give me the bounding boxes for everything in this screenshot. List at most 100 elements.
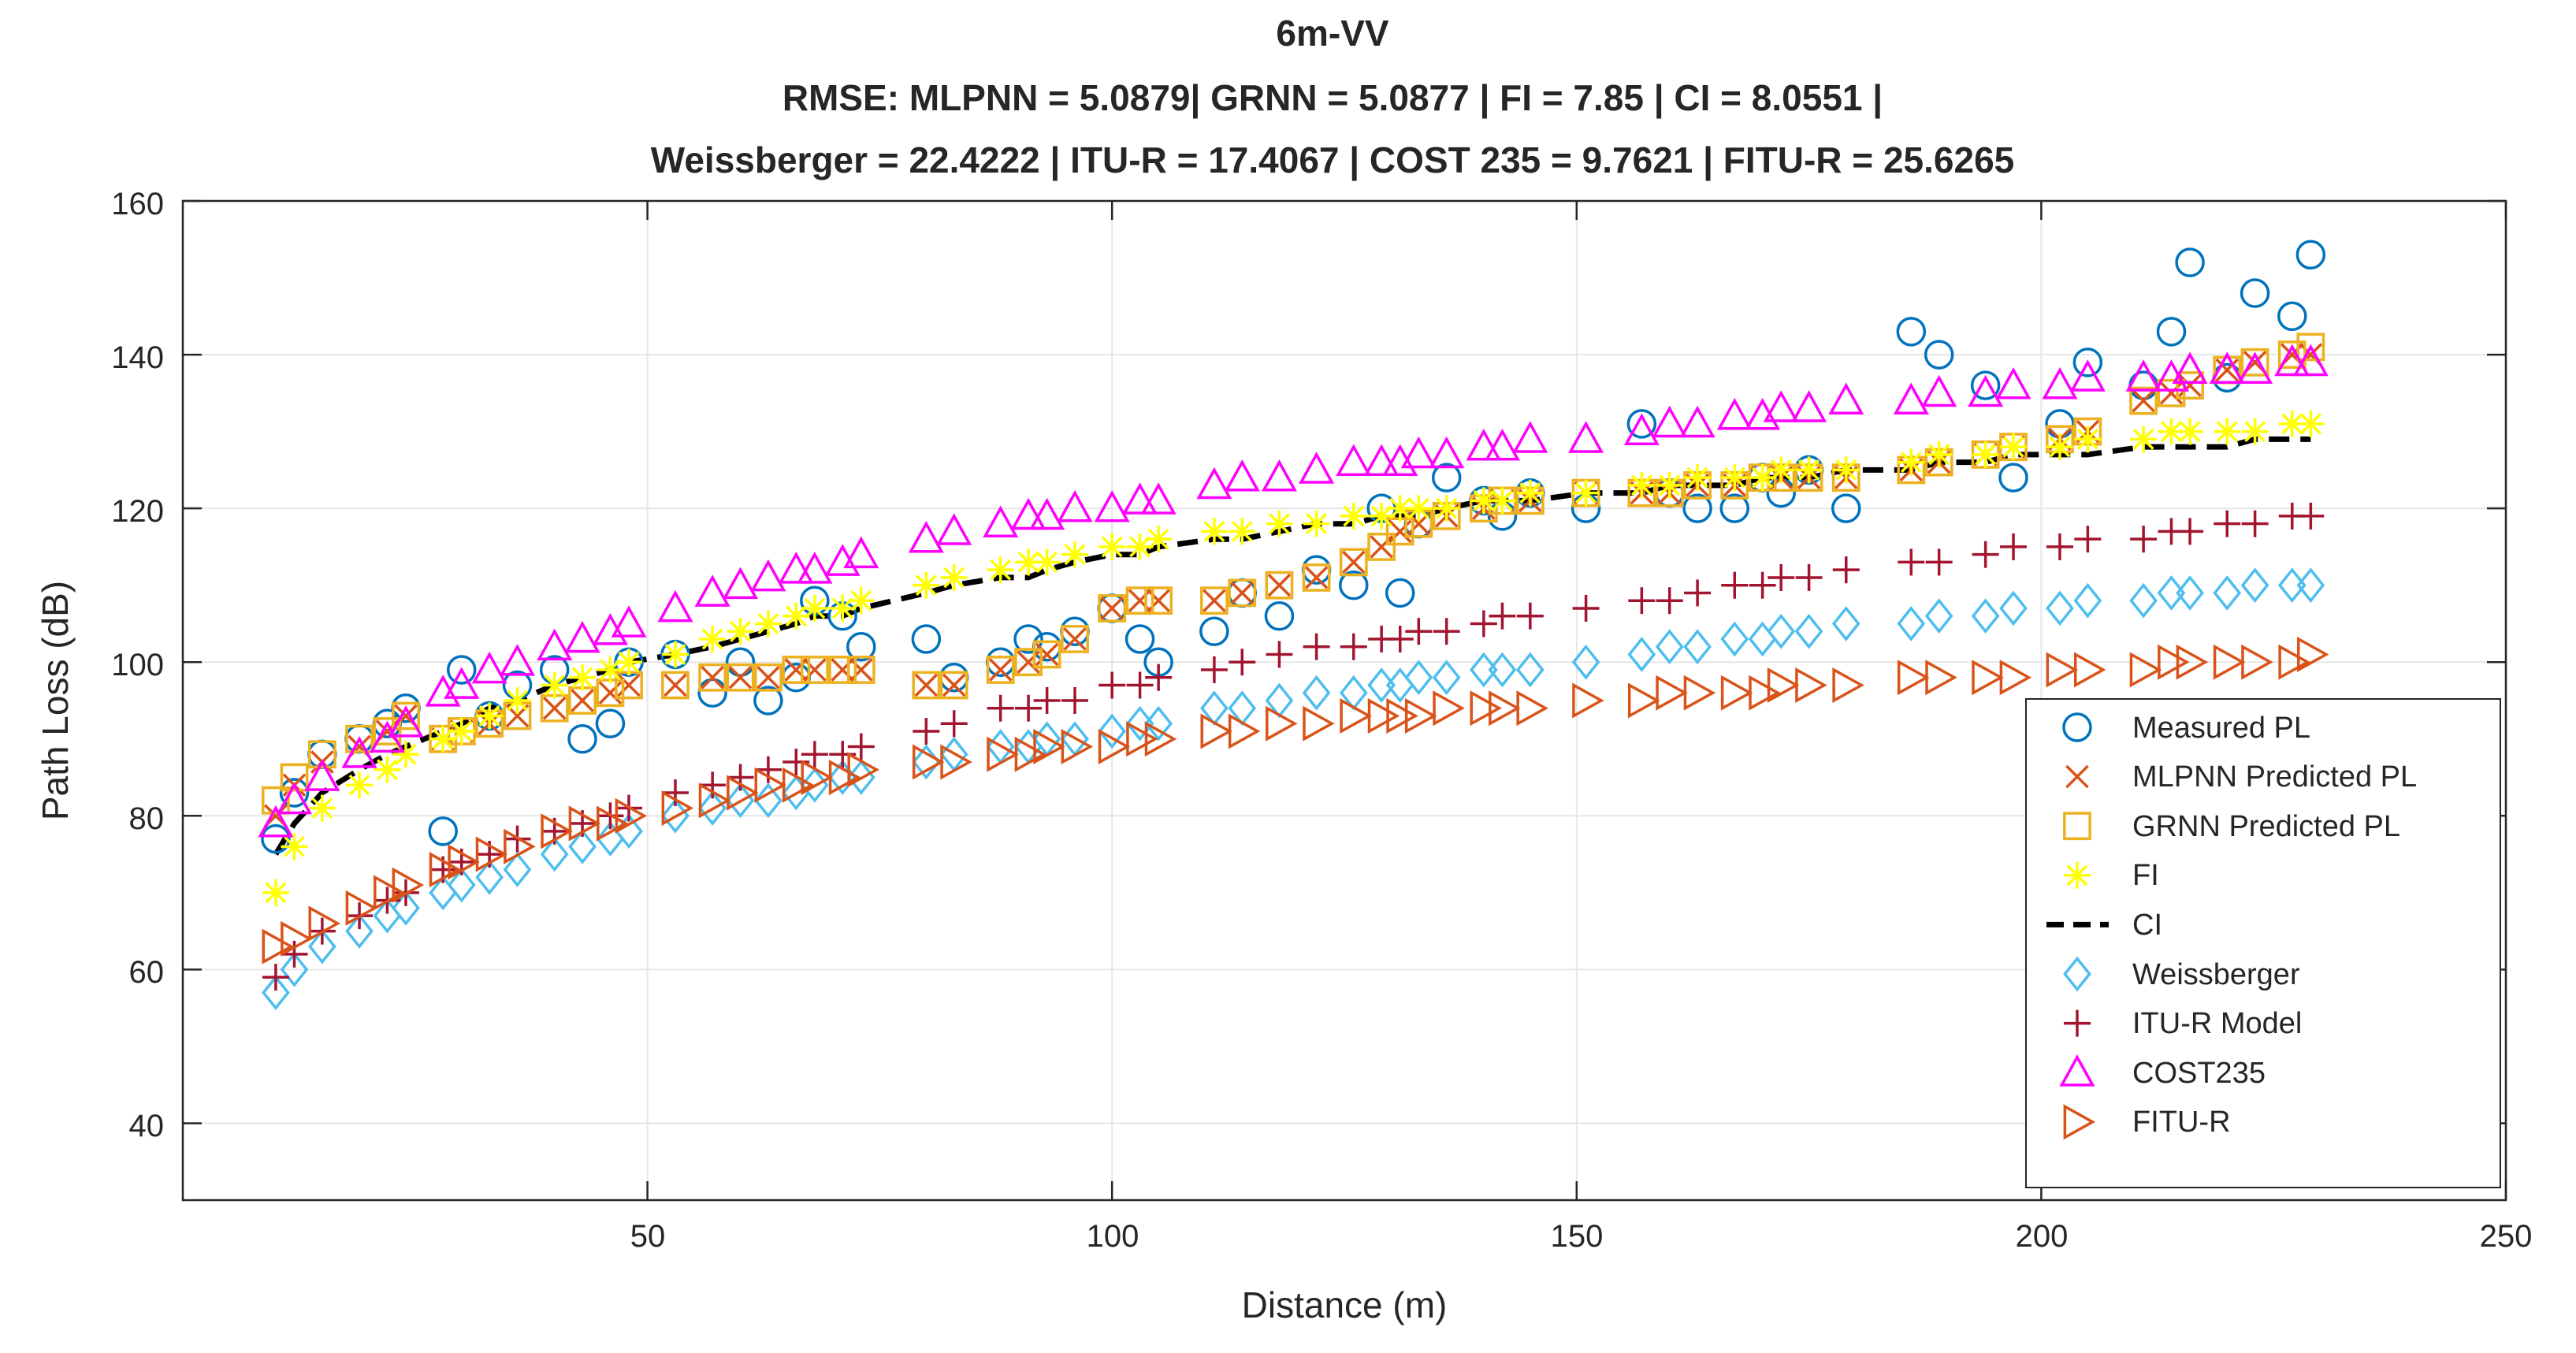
weissberger-point xyxy=(392,890,420,926)
cost235-point xyxy=(1791,390,1827,422)
fitu-r-point xyxy=(1972,660,2004,696)
fi-point xyxy=(374,756,401,783)
measured-pl-point xyxy=(697,678,727,708)
itu-r-model-point xyxy=(1721,571,1749,599)
fitu-r-point xyxy=(1795,667,1827,704)
legend-symbol-fitu-r xyxy=(2063,1104,2096,1140)
fitu-r-point xyxy=(1656,675,1688,711)
measured-pl-point xyxy=(567,724,597,754)
itu-r-model-point xyxy=(940,710,968,738)
fitu-r-point xyxy=(940,744,972,780)
weissberger-point xyxy=(1655,629,1684,665)
cost235-point xyxy=(499,644,536,676)
cost235-point xyxy=(1261,459,1297,492)
itu-r-model-point xyxy=(699,771,727,799)
grnn-predicted-pl-point xyxy=(846,656,875,684)
itu-r-model-point xyxy=(1266,641,1293,668)
fi-point xyxy=(2176,418,2204,445)
legend-label-cost235: COST235 xyxy=(2132,1057,2266,1090)
weissberger-point xyxy=(1720,621,1749,657)
weissberger-point xyxy=(2129,582,2158,619)
cost235-point xyxy=(2125,359,2162,392)
itu-r-model-point xyxy=(987,694,1014,722)
measured-pl-point xyxy=(1924,340,1954,370)
measured-pl-point xyxy=(846,631,876,662)
fitu-r-point xyxy=(1683,675,1716,711)
itu-r-model-point xyxy=(661,779,689,807)
cost235-point xyxy=(444,667,480,699)
weissberger-point xyxy=(1125,705,1154,742)
cost235-point xyxy=(1828,382,1864,414)
legend-label-measured-pl: Measured PL xyxy=(2132,712,2310,745)
fitu-r-point xyxy=(1266,705,1298,742)
cost235-point xyxy=(1057,490,1093,522)
y-axis-label: Path Loss (dB) xyxy=(35,581,76,820)
measured-pl-point xyxy=(1719,493,1750,523)
fitu-r-point xyxy=(597,805,629,842)
measured-pl-point xyxy=(1199,616,1229,646)
grnn-predicted-pl-point xyxy=(1302,563,1331,592)
grnn-predicted-pl-point xyxy=(1367,533,1396,561)
grnn-predicted-pl-point xyxy=(2129,386,2158,415)
fi-point xyxy=(1925,440,1953,468)
weissberger-point xyxy=(1144,705,1173,742)
cost235-point xyxy=(1623,413,1660,446)
grnn-predicted-pl-point xyxy=(1265,571,1294,600)
mlpnn-predicted-pl-point xyxy=(728,665,753,690)
cost235-point xyxy=(843,536,879,569)
fitu-r-point xyxy=(1720,675,1753,711)
cost235-point xyxy=(2069,359,2106,392)
cost235-point xyxy=(1512,421,1548,453)
cost235-point xyxy=(1122,482,1158,515)
fi-point xyxy=(2278,410,2306,437)
fitu-r-point xyxy=(1767,667,1800,704)
fi-point xyxy=(1405,495,1433,522)
fitu-r-point xyxy=(1126,721,1158,757)
mlpnn-predicted-pl-point xyxy=(1341,550,1366,574)
fi-point xyxy=(940,563,968,591)
fitu-r-point xyxy=(1033,728,1065,765)
cost235-point xyxy=(1299,452,1335,484)
fitu-r-point xyxy=(1303,705,1335,742)
weissberger-point xyxy=(1404,660,1433,696)
itu-r-model-point xyxy=(1684,579,1712,607)
fi-point xyxy=(1433,495,1460,522)
cost235-point xyxy=(471,651,507,684)
fi-point xyxy=(504,687,531,714)
series-fi xyxy=(262,410,2325,906)
legend-symbol-mlpnn-predicted-pl xyxy=(2065,764,2089,789)
grnn-predicted-pl-point xyxy=(1228,578,1257,608)
legend-label-itu-r: ITU-R Model xyxy=(2132,1007,2302,1040)
fitu-r-point xyxy=(828,760,861,796)
fitu-r-point xyxy=(1061,728,1094,765)
fitu-r-point xyxy=(847,752,879,788)
fi-point xyxy=(615,649,643,676)
cost235-point xyxy=(1921,374,1957,407)
cost235-point xyxy=(2292,344,2329,377)
grnn-predicted-pl-point xyxy=(1098,594,1127,623)
weissberger-point xyxy=(503,852,532,887)
itu-r-model-point xyxy=(1061,687,1089,714)
fitu-r-point xyxy=(1627,682,1660,719)
chart-subtitle-line-2: Weissberger = 22.4222 | ITU-R = 17.4067 … xyxy=(651,139,2014,180)
cost235-point xyxy=(1763,390,1799,422)
marker-layer xyxy=(258,240,2329,1010)
cost235-point xyxy=(1716,397,1753,430)
weissberger-point xyxy=(1794,613,1823,649)
fitu-r-point xyxy=(1572,682,1604,719)
cost235-point xyxy=(750,559,786,592)
grnn-predicted-pl-point xyxy=(782,656,811,684)
x-tick-label: 250 xyxy=(2480,1219,2533,1254)
fitu-r-point xyxy=(541,813,573,849)
fitu-r-point xyxy=(429,852,462,888)
fi-point xyxy=(1684,464,1712,492)
fitu-r-point xyxy=(1749,675,1781,711)
grnn-predicted-pl-point xyxy=(307,740,336,769)
fi-point xyxy=(1266,510,1293,537)
chart-title: 6m-VV xyxy=(1276,13,1388,54)
mlpnn-predicted-pl-point xyxy=(571,689,594,712)
x-tick-label: 200 xyxy=(2016,1219,2069,1254)
cost235-point xyxy=(908,521,944,553)
x-tick-labels: 50 100 150 200 250 xyxy=(630,1219,2533,1254)
fitu-r-point xyxy=(262,928,295,965)
